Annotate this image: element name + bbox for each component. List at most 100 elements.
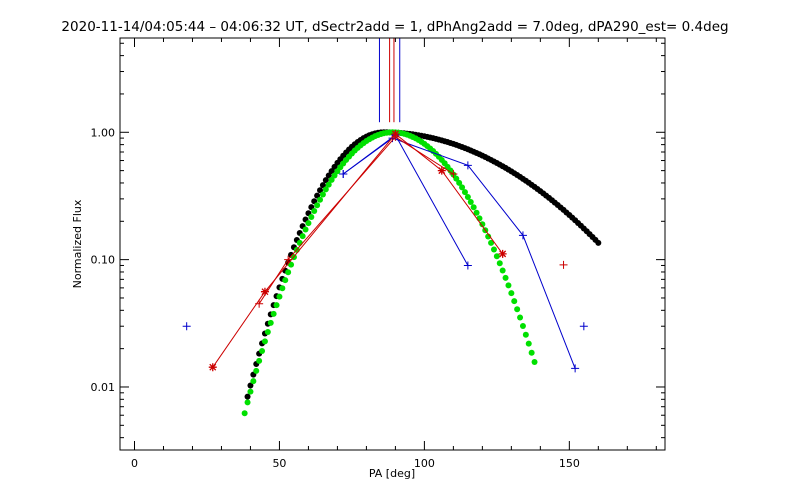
green-dots-fit-point — [531, 359, 538, 366]
x-axis-label: PA [deg] — [369, 467, 415, 480]
green-dots-fit-point — [470, 204, 477, 211]
green-dots-fit-point — [479, 221, 486, 228]
green-dots-fit-point — [493, 253, 500, 260]
green-dots-fit-point — [467, 199, 474, 206]
series-red-plus — [255, 132, 458, 308]
green-dots-fit-point — [282, 277, 289, 284]
axes: 0 50 100 150 0.01 0.10 1.00 — [91, 38, 665, 470]
blue-plus-inner-point — [339, 170, 348, 179]
green-dots-fit-point — [244, 399, 251, 406]
green-dots-fit-point — [511, 298, 518, 305]
green-dots-fit-point — [496, 260, 503, 267]
green-dots-fit-point — [514, 306, 521, 313]
black-dots-fit-point — [247, 382, 254, 389]
green-dots-fit-point — [264, 329, 271, 336]
green-dots-fit-point — [261, 338, 268, 345]
green-dots-fit-point — [311, 208, 318, 215]
x-tick-label: 100 — [414, 457, 435, 470]
green-dots-fit-point — [331, 172, 338, 179]
plot-frame — [119, 37, 666, 451]
blue-plus-isolated-point — [182, 322, 191, 331]
x-tick-label: 150 — [559, 457, 580, 470]
green-dots-fit-point — [502, 274, 509, 281]
green-dots-fit-point — [517, 314, 524, 321]
green-dots-fit-point — [473, 209, 480, 216]
chart-title: 2020-11-14/04:05:44 – 04:06:32 UT, dSect… — [61, 19, 728, 35]
green-dots-fit-point — [476, 215, 483, 222]
y-tick-label: 0.10 — [91, 254, 116, 267]
green-dots-fit-point — [528, 349, 535, 356]
y-tick-label: 1.00 — [91, 126, 116, 139]
green-dots-fit-point — [247, 388, 254, 395]
green-dots-fit-point — [302, 226, 309, 233]
green-dots-fit-point — [325, 181, 332, 188]
black-dots-fit-point — [595, 239, 602, 246]
y-tick-label: 0.01 — [91, 381, 116, 394]
green-dots-fit-point — [488, 239, 495, 246]
green-dots-fit-point — [288, 261, 295, 268]
green-dots-fit-point — [267, 319, 274, 326]
green-dots-fit-point — [525, 340, 532, 347]
red-star-point — [260, 287, 269, 296]
green-dots-fit-point — [270, 310, 277, 317]
green-dots-fit-point — [461, 189, 468, 196]
black-dots-fit-point — [319, 182, 326, 189]
y-axis-label: Normalized Flux — [71, 199, 84, 288]
red-star-point — [498, 249, 507, 258]
black-dots-fit-point — [328, 168, 335, 175]
green-dots-fit-point — [499, 267, 506, 274]
green-dots-fit-point — [279, 285, 286, 292]
blue-plus-inner-point — [463, 261, 472, 270]
green-dots-fit-point — [253, 367, 260, 374]
red-star-point — [208, 363, 217, 372]
green-dots-fit-point — [305, 220, 312, 227]
green-dots-fit-point — [485, 233, 492, 240]
red-plus-line — [258, 136, 454, 305]
green-dots-fit-point — [250, 378, 257, 385]
green-dots-fit-point — [296, 239, 303, 246]
green-dots-fit-point — [299, 233, 306, 240]
green-dots-fit-point — [459, 184, 466, 191]
green-dots-fit-point — [490, 246, 497, 253]
black-dots-fit-point — [322, 177, 329, 184]
green-dots-fit-point — [505, 282, 512, 289]
green-dots-fit-point — [273, 302, 280, 309]
series-green-dots-fit — [241, 129, 538, 417]
green-dots-fit-point — [314, 202, 321, 209]
red-plus-point — [284, 255, 293, 264]
blue-plus-outer-point — [463, 161, 472, 170]
black-dots-fit-point — [244, 393, 251, 400]
green-dots-fit-point — [519, 323, 526, 330]
red-plus-point — [255, 299, 264, 308]
black-dots-fit-point — [325, 172, 332, 179]
green-dots-fit-point — [453, 175, 460, 182]
green-dots-fit-point — [464, 193, 471, 200]
green-dots-fit-point — [241, 410, 248, 417]
green-dots-fit-point — [259, 348, 266, 355]
black-dots-fit-point — [317, 187, 324, 194]
x-tick-label: 50 — [272, 457, 286, 470]
green-dots-fit-point — [522, 331, 529, 338]
red-plus-point — [391, 132, 400, 141]
black-dots-fit-point — [314, 192, 321, 199]
green-dots-fit-point — [508, 290, 515, 297]
red-plus-point — [449, 170, 458, 179]
red-star-point — [437, 166, 446, 175]
green-dots-fit-point — [285, 269, 292, 276]
green-dots-fit-point — [256, 357, 263, 364]
green-dots-fit-point — [328, 176, 335, 183]
green-dots-fit-point — [308, 213, 315, 220]
plot-area — [182, 38, 602, 417]
blue-plus-isolated-point — [579, 322, 588, 331]
blue-plus-outer-point — [518, 231, 527, 240]
green-dots-fit-point — [456, 179, 463, 186]
series-blue-plus-isolated — [182, 322, 588, 331]
blue-plus-outer-point — [571, 364, 580, 373]
green-dots-fit-point — [322, 186, 329, 193]
green-dots-fit-point — [317, 196, 324, 203]
green-dots-fit-point — [276, 293, 283, 300]
x-tick-label: 0 — [131, 457, 138, 470]
green-dots-fit-point — [319, 191, 326, 198]
series-red-plus-isolated — [559, 260, 568, 269]
